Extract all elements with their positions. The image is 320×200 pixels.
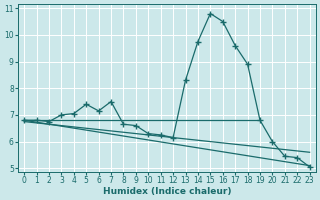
X-axis label: Humidex (Indice chaleur): Humidex (Indice chaleur) xyxy=(103,187,231,196)
